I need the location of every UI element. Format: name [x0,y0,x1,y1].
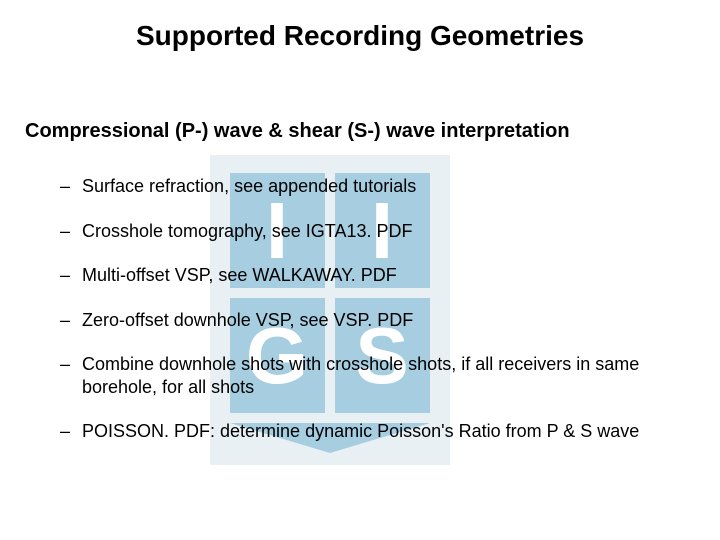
bullet-item: Multi-offset VSP, see WALKAWAY. PDF [60,264,680,287]
slide: I I G S Supported Recording Geometries C… [0,0,720,540]
bullet-list: Surface refraction, see appended tutoria… [60,175,680,465]
slide-title: Supported Recording Geometries [0,20,720,52]
bullet-item: Surface refraction, see appended tutoria… [60,175,680,198]
bullet-item: Zero-offset downhole VSP, see VSP. PDF [60,309,680,332]
bullet-item: POISSON. PDF: determine dynamic Poisson'… [60,420,680,443]
slide-subheading: Compressional (P-) wave & shear (S-) wav… [25,120,570,143]
bullet-item: Combine downhole shots with crosshole sh… [60,353,680,398]
bullet-item: Crosshole tomography, see IGTA13. PDF [60,220,680,243]
